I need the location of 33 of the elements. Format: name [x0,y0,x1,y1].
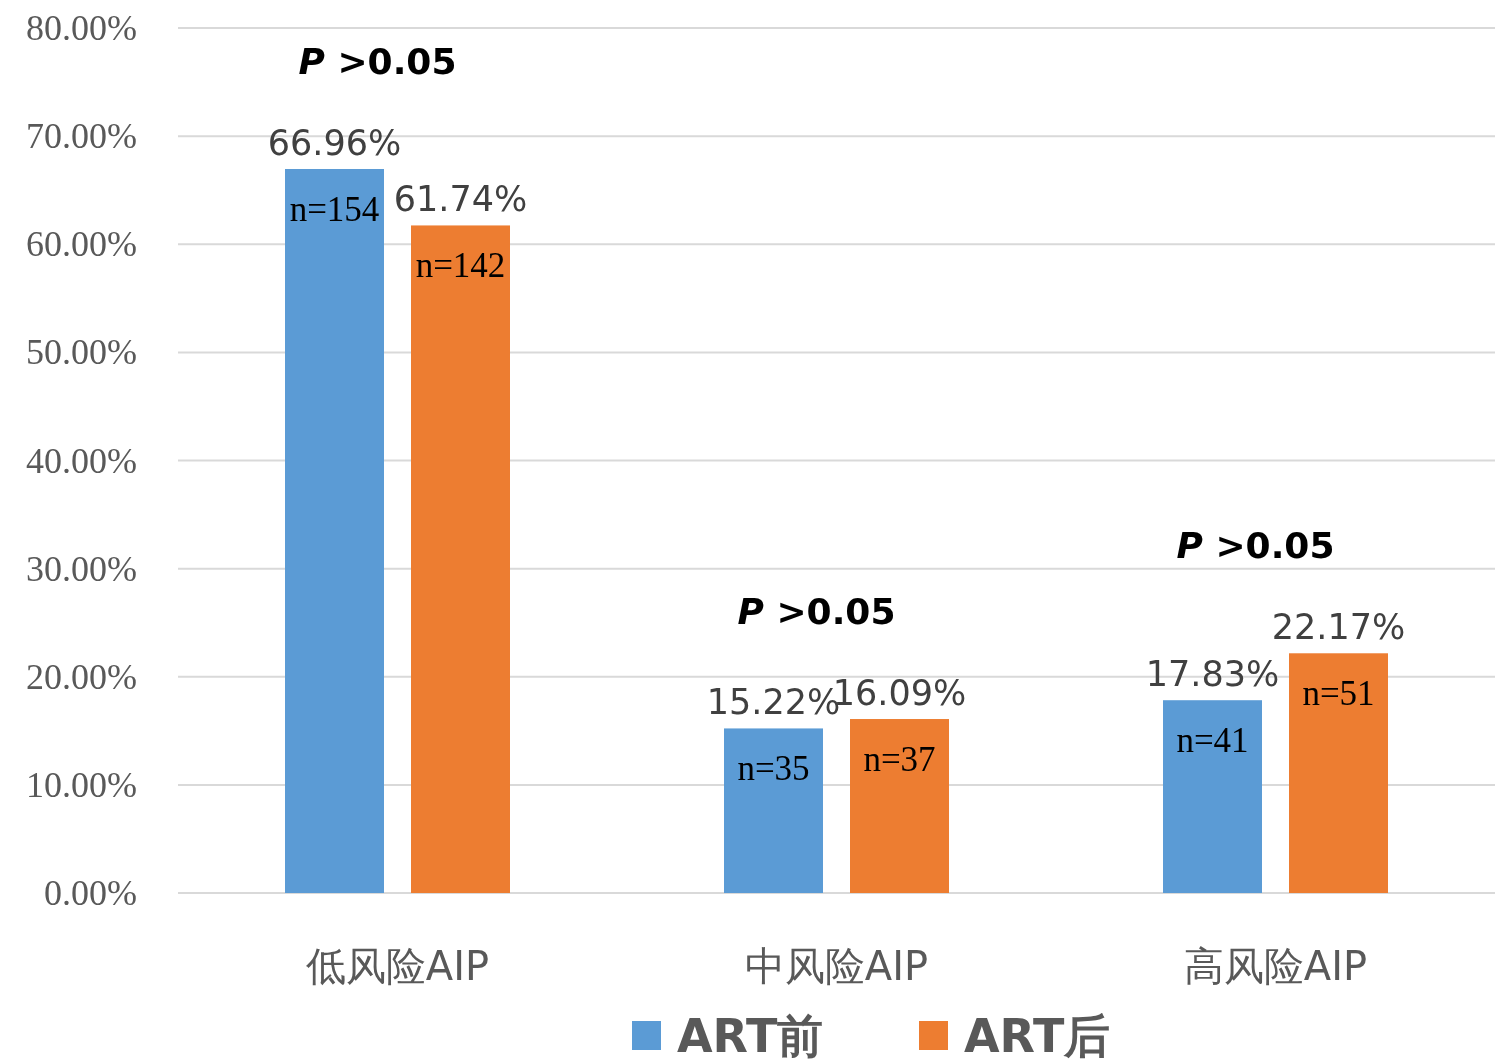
data-label: 17.83% [1145,654,1280,695]
bar [285,169,384,893]
annotation: n=51 [1302,674,1375,714]
data-label: 61.74% [393,179,528,220]
legend-label: ART后 [964,1009,1111,1059]
bar [724,728,823,893]
y-tick-label: 10.00% [26,764,137,805]
annotation: n=142 [415,246,506,286]
y-tick-label: 80.00% [26,8,137,48]
annotation: P >0.05 [298,41,457,82]
x-tick-label: 低风险AIP [305,943,490,989]
y-tick-label: 20.00% [26,656,137,697]
annotation: P >0.05 [737,591,896,633]
annotation: n=41 [1176,721,1249,761]
y-tick-label: 30.00% [26,548,137,589]
annotation: n=37 [863,740,936,780]
y-tick-label: 0.00% [44,873,137,913]
data-label: 22.17% [1271,607,1406,648]
bar [411,225,510,893]
bar [1289,653,1388,893]
bar [850,719,949,893]
y-tick-label: 40.00% [26,440,137,481]
annotation: P >0.05 [1176,525,1335,567]
legend-label: ART前 [677,1009,824,1059]
annotation: n=35 [737,749,810,789]
y-tick-label: 70.00% [26,116,137,157]
bar [1163,700,1262,893]
y-tick-label: 50.00% [26,332,137,373]
annotation: n=154 [289,189,380,229]
x-tick-label: 高风险AIP [1183,943,1368,989]
x-tick-label: 中风险AIP [744,943,929,989]
y-tick-label: 60.00% [26,224,137,265]
data-label: 66.96% [267,122,402,163]
